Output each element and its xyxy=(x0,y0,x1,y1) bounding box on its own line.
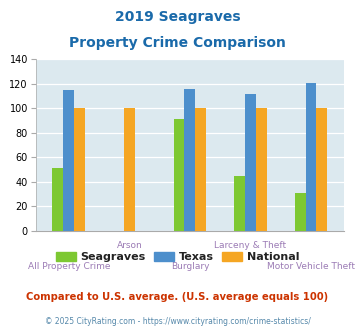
Bar xyxy=(317,109,327,231)
Bar xyxy=(195,109,206,231)
Bar xyxy=(124,109,135,231)
Bar xyxy=(74,109,85,231)
Text: Compared to U.S. average. (U.S. average equals 100): Compared to U.S. average. (U.S. average … xyxy=(26,292,329,302)
Bar xyxy=(234,176,245,231)
Bar xyxy=(63,90,74,231)
Text: All Property Crime: All Property Crime xyxy=(28,262,110,271)
Bar xyxy=(185,89,195,231)
Bar xyxy=(295,193,306,231)
Bar xyxy=(174,119,185,231)
Text: © 2025 CityRating.com - https://www.cityrating.com/crime-statistics/: © 2025 CityRating.com - https://www.city… xyxy=(45,317,310,326)
Text: Property Crime Comparison: Property Crime Comparison xyxy=(69,36,286,50)
Text: Arson: Arson xyxy=(116,241,142,250)
Legend: Seagraves, Texas, National: Seagraves, Texas, National xyxy=(51,248,304,267)
Bar xyxy=(245,94,256,231)
Text: Motor Vehicle Theft: Motor Vehicle Theft xyxy=(267,262,355,271)
Text: 2019 Seagraves: 2019 Seagraves xyxy=(115,10,240,24)
Text: Burglary: Burglary xyxy=(171,262,209,271)
Text: Larceny & Theft: Larceny & Theft xyxy=(214,241,286,250)
Bar xyxy=(306,83,317,231)
Bar xyxy=(256,109,267,231)
Bar xyxy=(53,169,63,231)
